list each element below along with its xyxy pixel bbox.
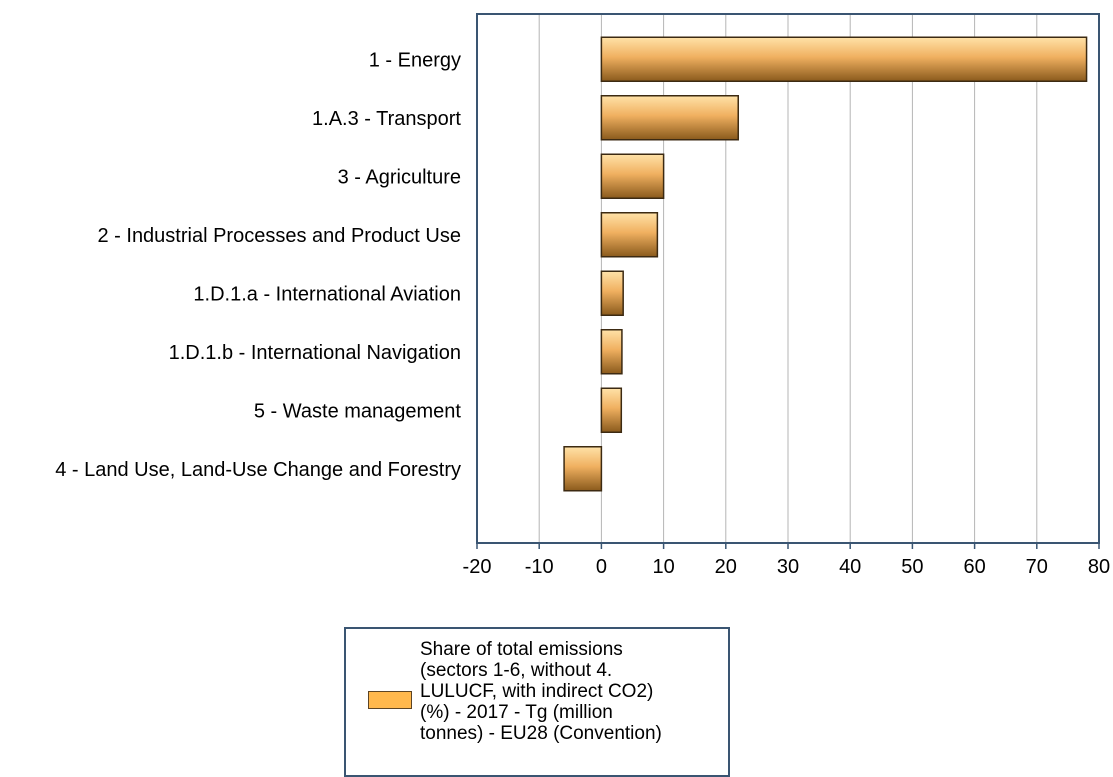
category-label: 4 - Land Use, Land-Use Change and Forest… xyxy=(55,459,461,481)
x-tick-label: 30 xyxy=(777,556,799,578)
bar xyxy=(600,153,665,199)
category-label: 5 - Waste management xyxy=(254,400,462,422)
x-tick-label: 80 xyxy=(1088,556,1110,578)
category-label: 1.D.1.b - International Navigation xyxy=(169,342,461,364)
x-tick-label: 10 xyxy=(652,556,674,578)
x-tick-label: 40 xyxy=(839,556,861,578)
bar xyxy=(600,212,659,258)
category-label: 1 - Energy xyxy=(369,49,461,71)
plot-frame xyxy=(476,13,1100,544)
category-label: 3 - Agriculture xyxy=(338,166,461,188)
bar xyxy=(600,36,1088,82)
category-labels: 1 - Energy 1.A.3 - Transport 3 - Agricultu… xyxy=(55,49,461,481)
bar xyxy=(600,95,739,141)
bar xyxy=(563,446,603,492)
x-tick-label: 20 xyxy=(715,556,737,578)
x-tick-label: 70 xyxy=(1026,556,1048,578)
category-label: 1.A.3 - Transport xyxy=(312,108,461,130)
bar-chart: 1 - Energy 1.A.3 - Transport 3 - Agricultu… xyxy=(55,13,1110,578)
x-tick-label: 50 xyxy=(901,556,923,578)
category-label: 2 - Industrial Processes and Product Use xyxy=(97,225,461,247)
legend-swatch xyxy=(368,691,412,709)
x-tick-label: 60 xyxy=(963,556,985,578)
bar xyxy=(600,387,623,433)
legend: Share of total emissions (sectors 1-6, w… xyxy=(344,627,730,777)
x-tick-label: -10 xyxy=(525,556,554,578)
bars xyxy=(563,36,1088,492)
x-axis-ticks: -20 -10 0 10 20 30 40 50 60 70 80 xyxy=(463,543,1110,578)
x-tick-label: -20 xyxy=(463,556,492,578)
category-label: 1.D.1.a - International Aviation xyxy=(193,283,461,305)
bar xyxy=(600,270,624,316)
legend-label: Share of total emissions (sectors 1-6, w… xyxy=(420,639,662,744)
bar xyxy=(600,329,623,375)
x-tick-label: 0 xyxy=(596,556,607,578)
